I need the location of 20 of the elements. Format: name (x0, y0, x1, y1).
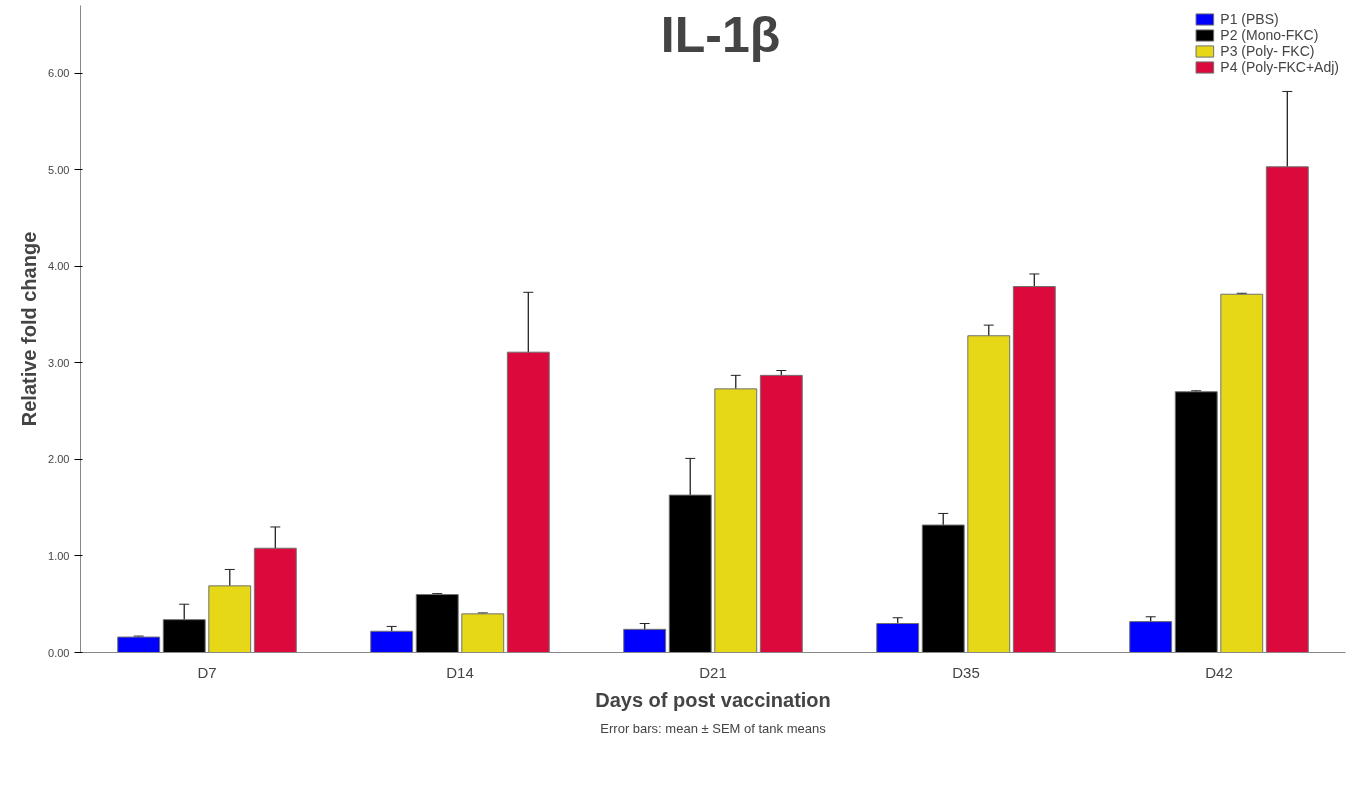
x-axis-title: Days of post vaccination (595, 688, 831, 711)
text: Error bars: mean ± SEM of tank means (600, 720, 827, 736)
x-tick-label: D7 (197, 663, 217, 681)
x-tick-label: D21 (699, 663, 727, 681)
legend-label: P4 (Poly-FKC+Adj) (1220, 59, 1339, 75)
y-tick-label: 4.00 (48, 260, 70, 273)
y-tick-label: 2.00 (48, 453, 70, 466)
y-tick-label: 0.00 (48, 646, 70, 659)
y-tick-label: 1.00 (48, 549, 70, 562)
legend-label: P1 (PBS) (1220, 11, 1279, 27)
x-tick-label: D42 (1205, 663, 1233, 681)
x-tick-label: D35 (952, 663, 980, 681)
x-tick-label: D14 (446, 663, 474, 681)
chart-title: IL-1β (660, 6, 781, 63)
legend-label: P3 (Poly- FKC) (1220, 43, 1315, 59)
y-tick-label: 6.00 (48, 67, 70, 80)
legend-label: P2 (Mono-FKC) (1220, 27, 1319, 43)
y-tick-label: 3.00 (48, 356, 70, 369)
y-tick-label: 5.00 (48, 163, 70, 176)
y-axis-title: Relative fold change (18, 231, 41, 427)
